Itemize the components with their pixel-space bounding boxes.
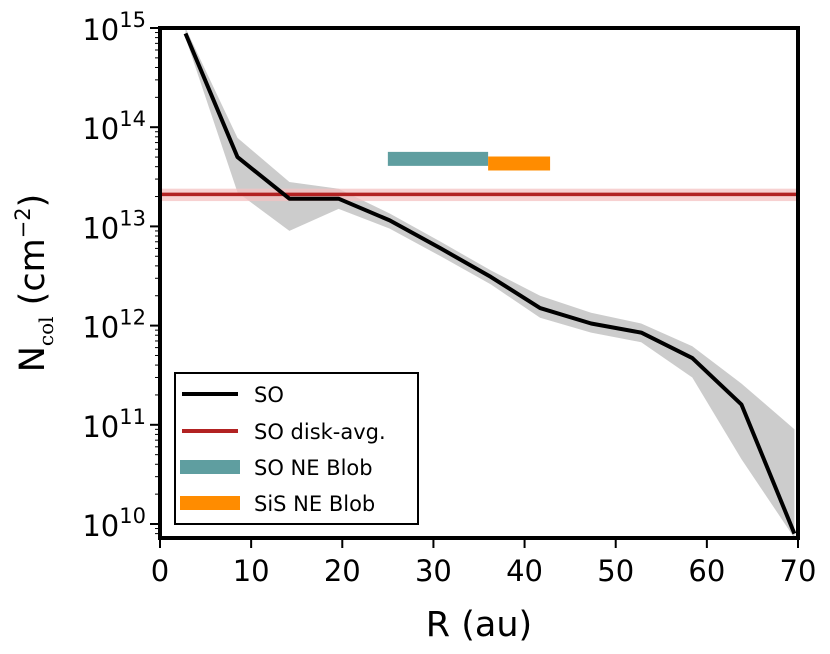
legend: SO SO disk-avg. SO NE Blob SiS NE Blob [174,372,419,525]
y-axis-title-unit-exponent: −2 [11,207,35,238]
y-axis-title-unit: (cm [13,238,53,316]
legend-label-so: SO [254,383,284,407]
tick-layer: 0 10 20 30 40 50 60 70 1010 1011 1012 1013 1014 1015 [82,8,816,588]
y-axis-title-subscript: col [34,316,58,346]
legend-label-sis-ne-blob: SiS NE Blob [254,492,375,516]
x-tick-label: 40 [506,554,543,588]
y-tick-label: 1011 [82,405,146,444]
x-axis-title: R (au) [426,605,532,645]
data-layer [160,32,798,535]
y-tick-label: 1013 [82,206,146,245]
y-tick-label: 1014 [82,107,146,146]
y-tick-label: 1015 [82,8,146,47]
y-tick-label: 1010 [82,504,146,543]
plot-frame [158,26,800,540]
y-axis-title-unit-close: ) [13,194,53,208]
x-tick-label: 0 [151,554,169,588]
x-tick-label: 30 [415,554,452,588]
x-tick-label: 50 [597,554,634,588]
axes-layer [158,26,800,540]
x-tick-label: 10 [233,554,270,588]
x-tick-label: 70 [780,554,817,588]
y-axis-title-main: N [13,346,53,372]
legend-label-so-ne-blob: SO NE Blob [254,456,373,480]
so-profile-line [183,32,797,535]
y-axis-title: Ncol (cm−2) [11,194,58,373]
y-tick-label: 1012 [82,306,146,345]
x-tick-label: 60 [688,554,725,588]
legend-label-so-disk-avg: SO disk-avg. [254,420,386,444]
so-uncertainty-band [185,28,795,538]
x-tick-label: 20 [324,554,361,588]
